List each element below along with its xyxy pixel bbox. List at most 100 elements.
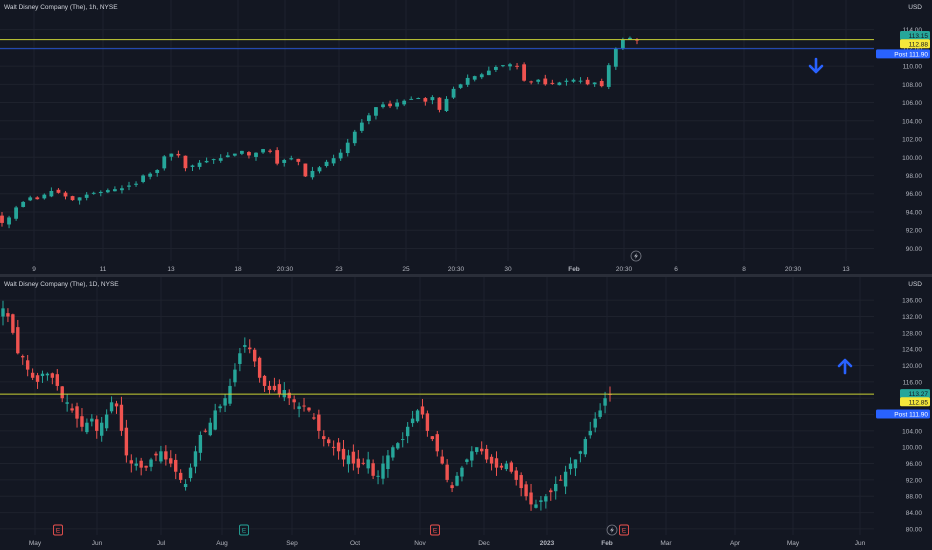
candle-body: [519, 475, 523, 489]
candle-body: [208, 422, 212, 436]
earnings-marker[interactable]: E: [430, 524, 440, 536]
candle-body: [345, 142, 350, 154]
x-axis-tick-label: 2023: [540, 540, 555, 547]
candle-body: [307, 407, 311, 411]
earnings-marker-label: E: [433, 528, 438, 535]
earnings-marker-box: [619, 524, 629, 536]
candles[interactable]: [0, 36, 639, 229]
candle-body: [423, 98, 428, 102]
candle-body: [98, 191, 103, 194]
down-arrow-icon: [808, 57, 824, 74]
grid: [0, 277, 874, 535]
candle-body: [35, 197, 40, 200]
x-axis-tick-label: 25: [402, 266, 410, 273]
x-axis[interactable]: May Jun Jul Aug Sep Oct Nov Dec 2023 Feb Mar Apr May…: [29, 540, 866, 547]
earnings-marker[interactable]: E: [619, 524, 629, 536]
candle-body: [211, 159, 216, 161]
candle-body: [593, 418, 597, 428]
y-axis-tick-label: 120.00: [902, 363, 922, 370]
candle-body: [585, 79, 590, 85]
candle-body: [578, 80, 583, 82]
candle-body: [247, 152, 251, 156]
candle-body: [564, 80, 569, 82]
candle-body: [465, 459, 469, 462]
x-axis-tick-label: Jun: [92, 540, 103, 547]
candle-body: [568, 463, 573, 470]
candles[interactable]: [1, 300, 612, 511]
lightning-icon[interactable]: [630, 250, 642, 262]
x-axis-tick-label: 6: [674, 266, 678, 273]
earnings-marker[interactable]: E: [239, 524, 249, 536]
price-badge: [900, 39, 930, 49]
x-axis-tick-label: 23: [335, 266, 343, 273]
candle-body: [554, 483, 558, 492]
candle-body: [232, 153, 237, 156]
candle-body: [243, 345, 247, 347]
x-axis[interactable]: 9 11 13 18 20:30 23 25 20:30 30 Feb 20:30 6 8 20:30 13: [32, 266, 850, 273]
candle-body: [183, 483, 188, 488]
candle-body: [50, 373, 55, 378]
x-axis-tick-label: Mar: [660, 540, 672, 547]
candle-body: [148, 173, 153, 177]
lightning-icon[interactable]: [606, 524, 618, 536]
x-axis-tick-label: Dec: [478, 540, 490, 547]
pane-divider[interactable]: [0, 274, 932, 277]
top-chart-pane[interactable]: 114.00 112.00 110.00 108.00 106.00 104.00 102.…: [0, 0, 932, 276]
candle-body: [529, 492, 533, 505]
candle-body: [268, 150, 273, 152]
candle-body: [99, 422, 104, 436]
candle-body: [460, 467, 464, 477]
candle-body: [139, 460, 143, 468]
y-axis-tick-label: 104.00: [902, 118, 922, 125]
candle-body: [588, 430, 592, 436]
candle-body: [11, 314, 15, 333]
candle-body: [450, 485, 454, 489]
candle-body: [504, 463, 509, 470]
candle-body: [557, 82, 562, 86]
candle-body: [204, 160, 209, 163]
candle-body: [388, 103, 392, 107]
candle-body: [317, 414, 321, 431]
daily-candlestick-chart[interactable]: 136.00 132.00 128.00 124.00 120.00 116.00 112.…: [0, 277, 932, 550]
candle-body: [435, 434, 439, 452]
candle-body: [536, 79, 541, 82]
bottom-chart-pane[interactable]: 136.00 132.00 128.00 124.00 120.00 116.00 112.…: [0, 277, 932, 550]
candle-body: [248, 347, 252, 350]
x-axis-tick-label: Jun: [855, 540, 866, 547]
candle-body: [193, 451, 198, 467]
x-axis-tick-label: Oct: [350, 540, 360, 547]
candle-body: [169, 153, 174, 157]
x-axis-tick-label: Nov: [414, 540, 426, 547]
x-axis-tick-label: 13: [167, 266, 175, 273]
candle-body: [440, 456, 444, 464]
candle-body: [77, 197, 82, 201]
price-badge-label: 113.15: [909, 33, 929, 40]
price-badge-label: Post 111.90: [894, 412, 928, 419]
candle-body: [134, 463, 138, 466]
candle-body: [144, 465, 148, 468]
candle-body: [401, 439, 405, 441]
y-axis-tick-label: 100.00: [902, 155, 922, 162]
candle-body: [592, 82, 597, 85]
y-axis[interactable]: 114.00 112.00 110.00 108.00 106.00 104.00 102.…: [902, 27, 922, 253]
lightning-icon-bolt: [634, 253, 638, 259]
candle-body: [302, 405, 306, 407]
candle-body: [21, 356, 25, 358]
candle-body: [578, 451, 583, 454]
earnings-marker[interactable]: E: [53, 524, 63, 536]
candle-body: [573, 459, 578, 469]
candle-body: [583, 439, 588, 455]
candle-body: [159, 451, 163, 462]
candle-body: [361, 462, 365, 464]
arrow-shape: [808, 57, 824, 74]
y-axis-tick-label: 108.00: [902, 82, 922, 89]
hourly-candlestick-chart[interactable]: 114.00 112.00 110.00 108.00 106.00 104.00 102.…: [0, 0, 932, 276]
x-axis-tick-label: 18: [234, 266, 242, 273]
candle-body: [371, 463, 375, 476]
candle-body: [233, 369, 237, 383]
top-chart-title: Walt Disney Company (The), 1h, NYSE: [4, 4, 118, 11]
candle-body: [324, 161, 329, 166]
candle-body: [119, 404, 124, 431]
